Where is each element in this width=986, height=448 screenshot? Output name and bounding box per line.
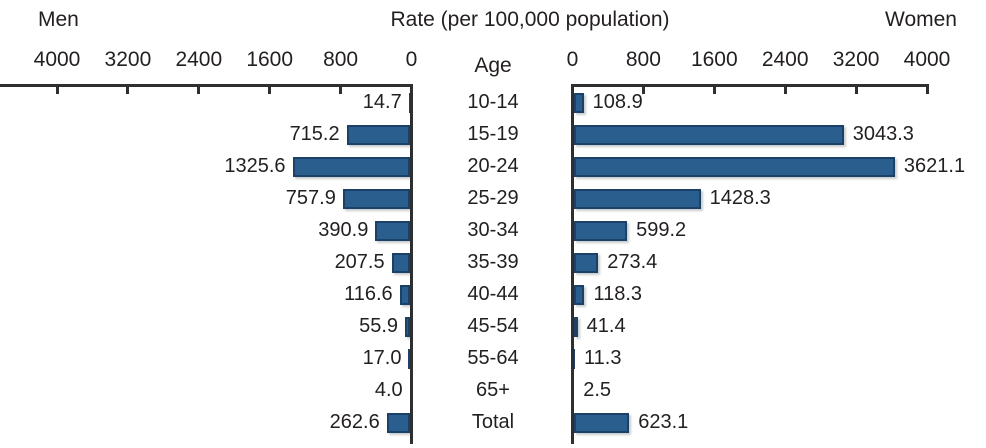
chart-title: Rate (per 100,000 population) — [390, 8, 670, 31]
age-label: 55-64 — [467, 347, 519, 369]
men-axis-tick-label: 4000 — [33, 48, 81, 71]
men-axis-tick-label: 2400 — [175, 48, 223, 71]
age-label: 30-34 — [467, 219, 519, 241]
men-bar — [408, 92, 410, 113]
women-value-label: 2.5 — [583, 379, 612, 401]
women-axis-tick — [925, 87, 929, 94]
women-bar — [574, 252, 599, 273]
men-axis-tick — [197, 87, 201, 94]
men-value-label: 715.2 — [289, 123, 340, 145]
women-value-label: 1428.3 — [709, 187, 771, 209]
men-value-label: 116.6 — [344, 283, 393, 305]
women-bar — [574, 412, 630, 433]
women-value-label: 108.9 — [592, 91, 643, 113]
men-axis-tick — [126, 87, 130, 94]
women-axis-title: Women — [885, 8, 957, 31]
age-label: 20-24 — [467, 155, 519, 177]
women-axis-line — [571, 84, 929, 87]
women-value-label: 273.4 — [607, 251, 658, 273]
women-axis-tick-label: 0 — [566, 48, 579, 71]
men-axis-tick-label: 800 — [323, 48, 359, 71]
women-axis-tick-label: 1600 — [690, 48, 738, 71]
women-axis-tick — [712, 87, 716, 94]
men-bar — [405, 316, 410, 337]
men-axis-title: Men — [38, 8, 79, 31]
men-axis-tick — [268, 87, 272, 94]
men-axis-tick — [339, 87, 343, 94]
men-bar — [408, 348, 410, 369]
women-value-label: 118.3 — [593, 283, 643, 305]
men-axis-tick-label: 0 — [405, 48, 418, 71]
women-axis-tick-label: 2400 — [761, 48, 809, 71]
age-column-header: Age — [474, 54, 512, 77]
age-label: 65+ — [476, 379, 510, 401]
women-value-label: 599.2 — [636, 219, 687, 241]
men-value-label: 55.9 — [359, 315, 399, 337]
men-baseline — [410, 84, 413, 444]
women-bar — [574, 124, 844, 145]
age-label: 45-54 — [467, 315, 519, 337]
women-bar — [574, 284, 585, 305]
men-bar — [399, 284, 410, 305]
women-bar — [574, 188, 701, 209]
men-value-label: 1325.6 — [224, 155, 286, 177]
women-value-label: 3043.3 — [852, 123, 914, 145]
age-label: 35-39 — [467, 251, 519, 273]
women-baseline — [571, 84, 574, 444]
men-bar — [292, 156, 410, 177]
men-axis-tick-label: 3200 — [104, 48, 152, 71]
men-value-label: 262.6 — [329, 411, 380, 433]
women-bar — [574, 220, 628, 241]
age-label: Total — [471, 411, 515, 433]
women-bar — [574, 92, 584, 113]
men-value-label: 207.5 — [334, 251, 385, 273]
women-axis-tick — [641, 87, 645, 94]
men-bar — [375, 220, 410, 241]
women-value-label: 3621.1 — [903, 155, 966, 177]
men-axis-tick-label: 1600 — [246, 48, 294, 71]
men-value-label: 17.0 — [362, 347, 402, 369]
men-value-label: 14.7 — [362, 91, 402, 113]
age-label: 15-19 — [467, 123, 519, 145]
women-axis-tick-label: 800 — [625, 48, 661, 71]
women-axis-tick — [854, 87, 858, 94]
women-axis-tick-label: 4000 — [903, 48, 951, 71]
men-axis-line — [0, 84, 413, 87]
men-bar — [391, 252, 410, 273]
men-bar — [342, 188, 410, 209]
women-bar — [574, 348, 575, 369]
men-bar — [346, 124, 410, 145]
men-value-label: 757.9 — [285, 187, 336, 209]
women-axis-tick — [783, 87, 787, 94]
age-label: 25-29 — [467, 187, 519, 209]
age-label: 40-44 — [467, 283, 519, 305]
men-axis-tick — [55, 87, 59, 94]
age-label: 10-14 — [467, 91, 519, 113]
men-bar — [386, 412, 410, 433]
women-bar — [574, 316, 578, 337]
women-bar — [574, 156, 895, 177]
men-value-label: 4.0 — [374, 379, 403, 401]
women-value-label: 623.1 — [638, 411, 689, 433]
men-value-label: 390.9 — [318, 219, 369, 241]
women-axis-tick-label: 3200 — [832, 48, 880, 71]
women-value-label: 11.3 — [584, 347, 622, 369]
women-value-label: 41.4 — [586, 315, 626, 337]
